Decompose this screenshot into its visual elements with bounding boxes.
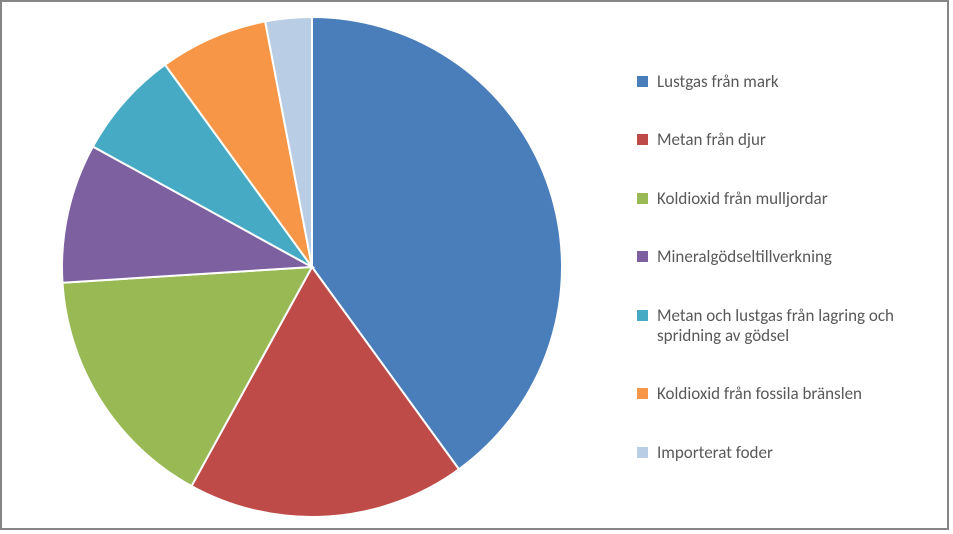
pie-svg: [42, 12, 582, 522]
legend-swatch: [637, 76, 648, 87]
legend-label: Koldioxid från mulljordar: [657, 189, 927, 209]
legend-item: Koldioxid från mulljordar: [637, 189, 927, 209]
legend-swatch: [637, 388, 648, 399]
pie-chart: [42, 12, 582, 522]
legend-label: Metan och lustgas från lagring och sprid…: [657, 306, 927, 347]
legend-swatch: [637, 251, 648, 262]
legend-label: Lustgas från mark: [657, 72, 927, 92]
legend-item: Metan från djur: [637, 130, 927, 150]
legend-swatch: [637, 193, 648, 204]
legend-swatch: [637, 310, 648, 321]
legend-item: Mineralgödseltillverkning: [637, 247, 927, 267]
legend-label: Metan från djur: [657, 130, 927, 150]
legend-item: Koldioxid från fossila bränslen: [637, 384, 927, 404]
legend-item: Importerat foder: [637, 443, 927, 463]
chart-frame: Lustgas från mark Metan från djur Koldioxi…: [0, 0, 949, 530]
legend-item: Lustgas från mark: [637, 72, 927, 92]
legend-item: Metan och lustgas från lagring och sprid…: [637, 306, 927, 347]
legend-swatch: [637, 447, 648, 458]
legend-swatch: [637, 134, 648, 145]
legend-label: Importerat foder: [657, 443, 927, 463]
legend: Lustgas från mark Metan från djur Koldioxi…: [637, 72, 927, 501]
legend-label: Koldioxid från fossila bränslen: [657, 384, 927, 404]
legend-label: Mineralgödseltillverkning: [657, 247, 927, 267]
